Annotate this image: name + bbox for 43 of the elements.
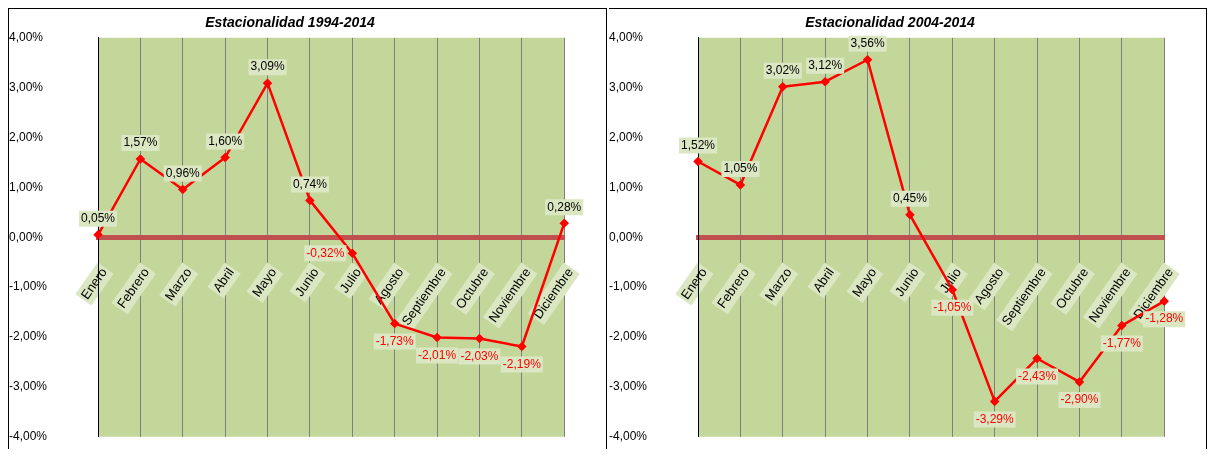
y-tick-label: -1,00% <box>609 279 648 294</box>
y-tick-label: 0,00% <box>9 229 44 244</box>
y-tick-label: -1,00% <box>9 279 48 294</box>
y-tick-label: 4,00% <box>609 30 644 45</box>
data-label: 0,74% <box>292 176 328 191</box>
data-label: -3,29% <box>975 411 1015 426</box>
data-label: -2,43% <box>1018 368 1057 383</box>
y-tick-label: -4,00% <box>9 429 48 444</box>
y-tick-label: 2,00% <box>9 129 44 144</box>
data-label: -2,90% <box>1060 392 1099 407</box>
y-tick-label: 3,00% <box>9 79 44 94</box>
chart-title: Estacionalidad 2004-2014 <box>805 14 976 31</box>
data-label: -1,77% <box>1102 335 1142 350</box>
y-tick-label: 2,00% <box>609 129 644 144</box>
data-label: -1,73% <box>375 333 415 348</box>
data-label: -1,05% <box>933 299 972 314</box>
y-tick-label: -4,00% <box>609 429 648 444</box>
data-label: 1,52% <box>681 137 716 152</box>
data-label: 0,05% <box>81 211 116 226</box>
data-label: -2,19% <box>502 356 542 371</box>
data-label: -2,03% <box>460 348 499 363</box>
y-tick-label: 0,00% <box>609 229 644 244</box>
y-tick-label: 1,00% <box>609 179 644 194</box>
y-tick-label: -2,00% <box>9 329 48 344</box>
y-tick-label: -2,00% <box>609 329 648 344</box>
y-tick-label: 4,00% <box>9 30 44 45</box>
data-label: 1,60% <box>208 133 243 148</box>
data-label: -2,01% <box>418 347 457 362</box>
data-label: 3,02% <box>765 62 801 77</box>
data-label: 3,09% <box>250 59 285 74</box>
data-label: 3,12% <box>808 58 843 72</box>
data-label: 1,57% <box>123 135 158 150</box>
chart-title: Estacionalidad 1994-2014 <box>205 14 376 31</box>
data-label: 3,56% <box>850 36 885 51</box>
y-tick-label: -3,00% <box>9 379 48 394</box>
data-label: 0,45% <box>892 191 928 206</box>
data-label: 1,05% <box>723 161 758 176</box>
y-tick-label: 1,00% <box>9 179 44 194</box>
data-label: 0,96% <box>165 165 201 180</box>
data-label: 0,28% <box>547 199 582 214</box>
data-label: -0,32% <box>306 245 345 260</box>
y-tick-label: 3,00% <box>609 79 644 94</box>
y-tick-label: -3,00% <box>609 379 648 394</box>
